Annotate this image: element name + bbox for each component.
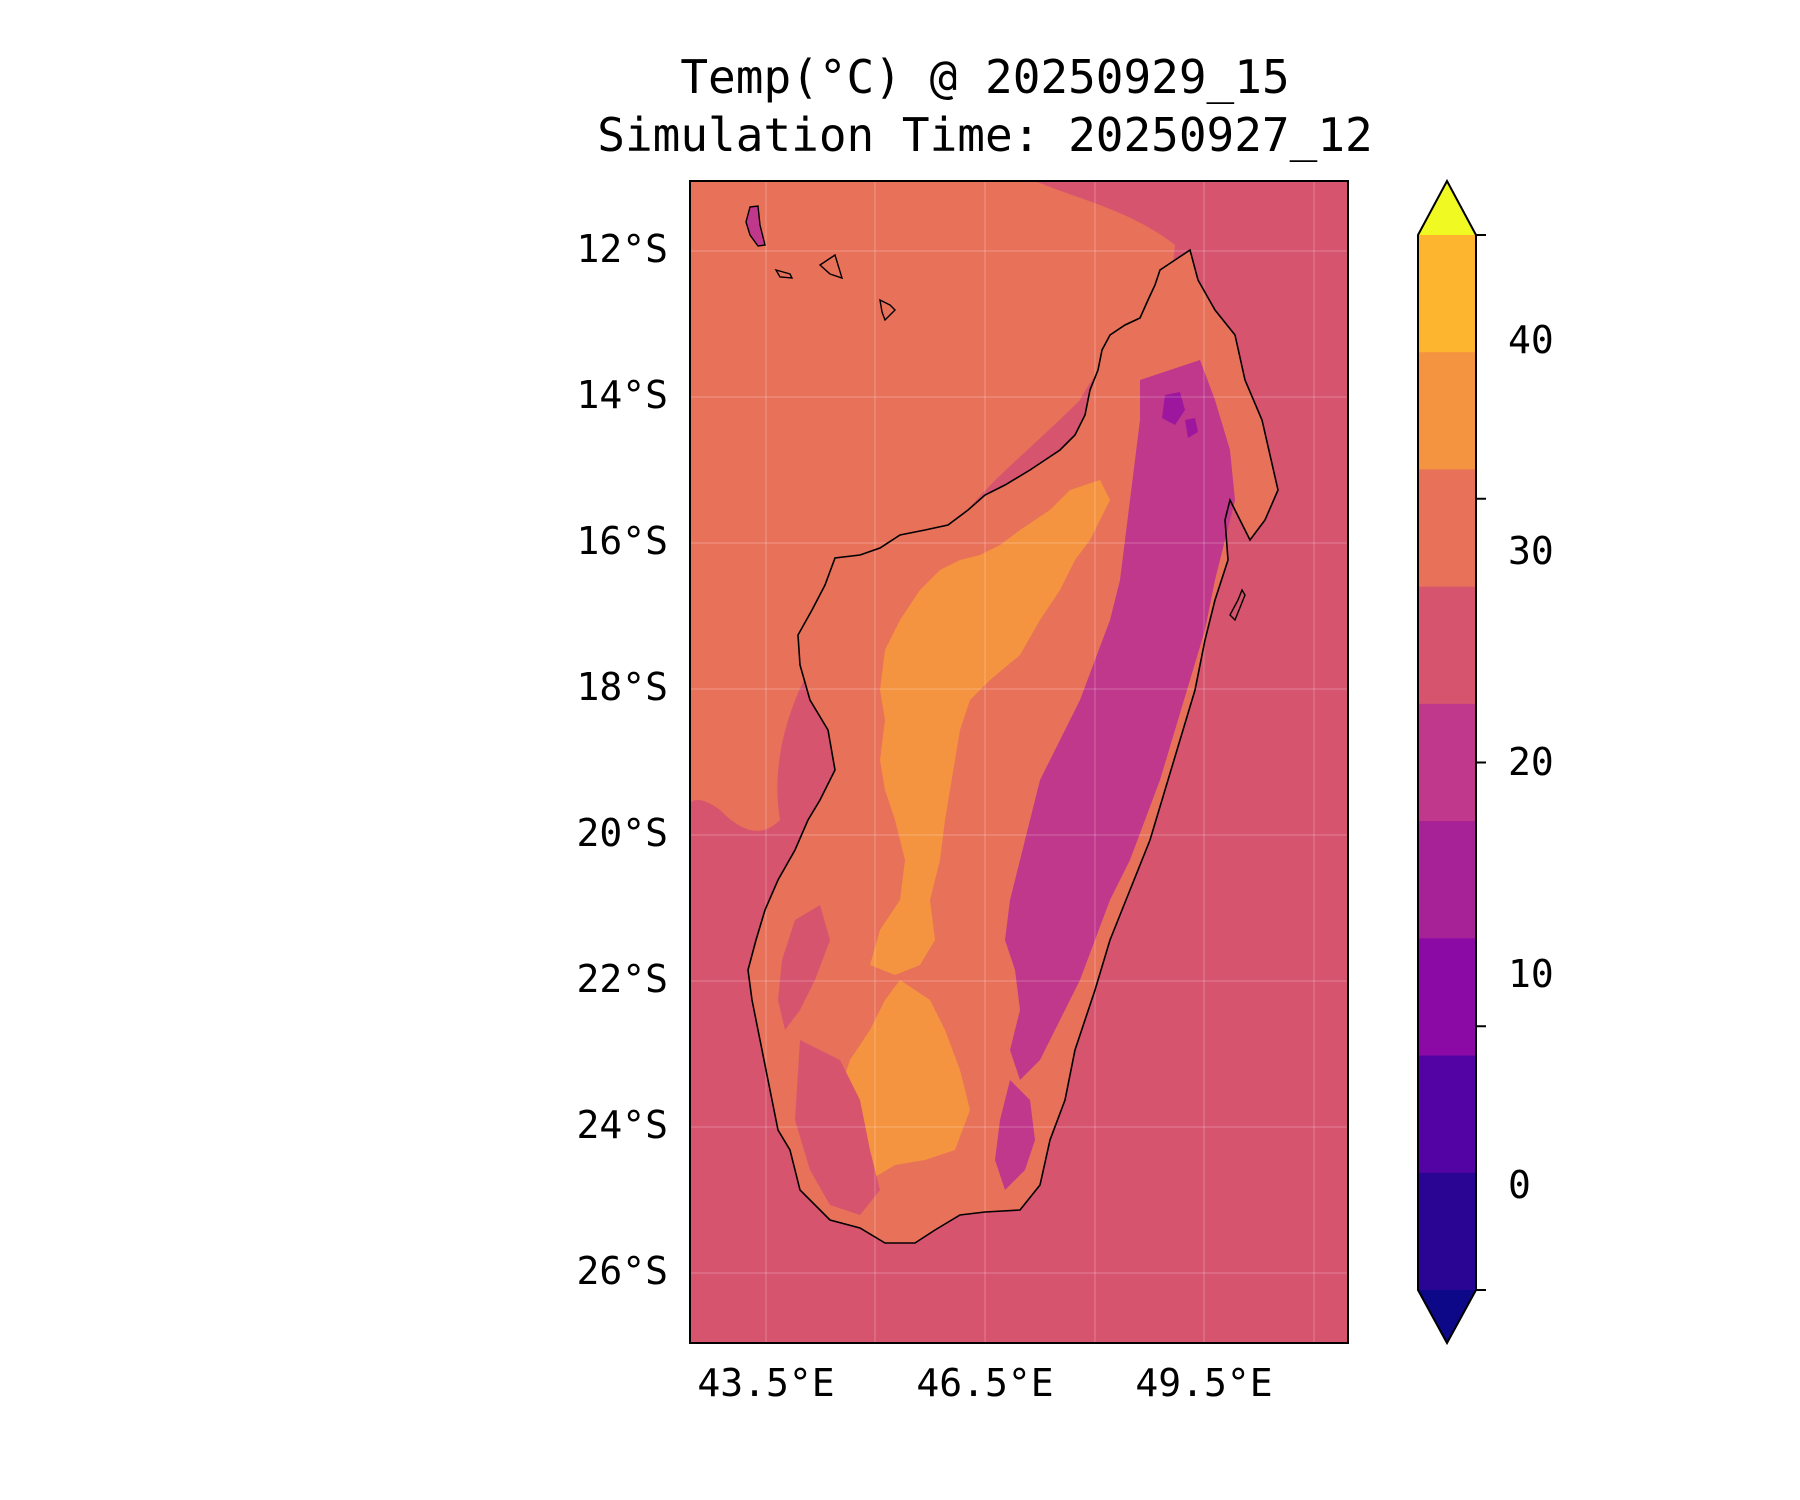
colorbar-segment	[1418, 235, 1476, 353]
lat-tick-label: 18°S	[576, 665, 668, 709]
colorbar-tick-label: 30	[1508, 529, 1554, 573]
mayotte-island	[879, 298, 896, 322]
lat-tick-label: 26°S	[576, 1249, 668, 1293]
map-gridlines	[690, 181, 1348, 1343]
cool-east-zone-south	[995, 1080, 1035, 1190]
colorbar-extend-max	[1418, 181, 1476, 235]
lon-tick-label: 43.5°E	[697, 1361, 834, 1405]
comoros-island-3	[818, 253, 844, 280]
colorbar	[1417, 178, 1486, 1346]
colorbar-tick-label: 0	[1508, 1163, 1531, 1207]
colorbar-ticks: 0 10 20 30 40	[1508, 318, 1554, 1207]
colorbar-segment	[1418, 1055, 1476, 1174]
west-coast-patch	[778, 905, 830, 1030]
lon-tick-label: 46.5°E	[916, 1361, 1053, 1405]
highland-warm-zone	[870, 480, 1110, 975]
lat-tick-label: 14°S	[576, 373, 668, 417]
longitude-tick-labels: 43.5°E 46.5°E 49.5°E	[697, 1361, 1272, 1405]
colorbar-segment	[1418, 938, 1476, 1057]
lat-tick-label: 24°S	[576, 1103, 668, 1147]
coastline	[747, 248, 1279, 1244]
colorbar-segment	[1418, 821, 1476, 939]
map-frame	[689, 180, 1349, 1344]
lat-tick-label: 12°S	[576, 227, 668, 271]
map-canvas	[690, 181, 1348, 1343]
comoros-island-2	[774, 268, 794, 279]
highland-warm-zone-south	[840, 980, 970, 1180]
lon-tick-label: 49.5°E	[1135, 1361, 1272, 1405]
sainte-marie-island	[1229, 588, 1246, 622]
latitude-tick-labels: 12°S 14°S 16°S 18°S 20°S 22°S 24°S 26°S	[576, 227, 668, 1293]
colorbar-tick-label: 40	[1508, 318, 1554, 362]
colorbar-tick-label: 20	[1508, 740, 1554, 784]
lat-tick-label: 20°S	[576, 811, 668, 855]
colorbar-tick-label: 10	[1508, 952, 1554, 996]
colorbar-segment	[1418, 586, 1476, 705]
south-coast-patch	[795, 1040, 880, 1215]
colorbar-segment	[1418, 469, 1476, 588]
coldest-zone-2	[1185, 418, 1198, 438]
cool-east-zone	[1005, 360, 1235, 1080]
chart-title-line-1: Temp(°C) @ 20250929_15	[680, 50, 1290, 104]
colorbar-extend-min	[1418, 1290, 1476, 1343]
colorbar-segment	[1418, 352, 1476, 470]
colorbar-segment	[1418, 1172, 1476, 1291]
warm-sea-band	[690, 181, 1175, 831]
coldest-zone	[1162, 392, 1185, 425]
lat-tick-label: 22°S	[576, 957, 668, 1001]
chart-title-line-2: Simulation Time: 20250927_12	[597, 108, 1373, 162]
lat-tick-label: 16°S	[576, 519, 668, 563]
comoros-island-1	[745, 205, 766, 247]
colorbar-segment	[1418, 703, 1476, 822]
